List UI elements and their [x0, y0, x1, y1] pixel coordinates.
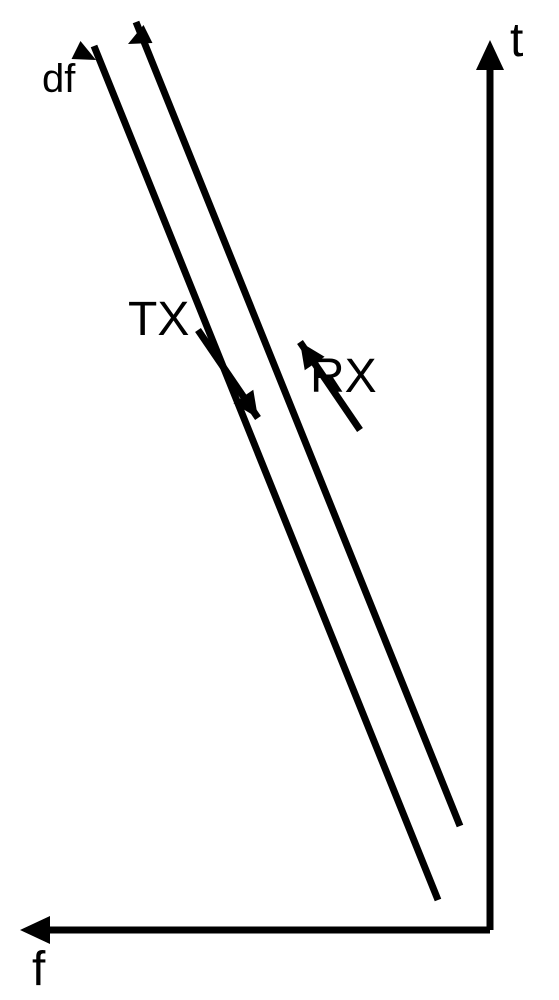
- tx-line: [94, 46, 438, 900]
- f-axis-arrowhead: [20, 916, 50, 944]
- f-axis-label: f: [32, 943, 46, 996]
- t-axis-label: t: [510, 14, 523, 67]
- rx-line: [136, 22, 460, 826]
- rx-label: RX: [310, 350, 377, 403]
- tx-label: TX: [128, 293, 189, 346]
- df-label: df: [42, 57, 76, 101]
- t-axis-arrowhead: [476, 40, 504, 70]
